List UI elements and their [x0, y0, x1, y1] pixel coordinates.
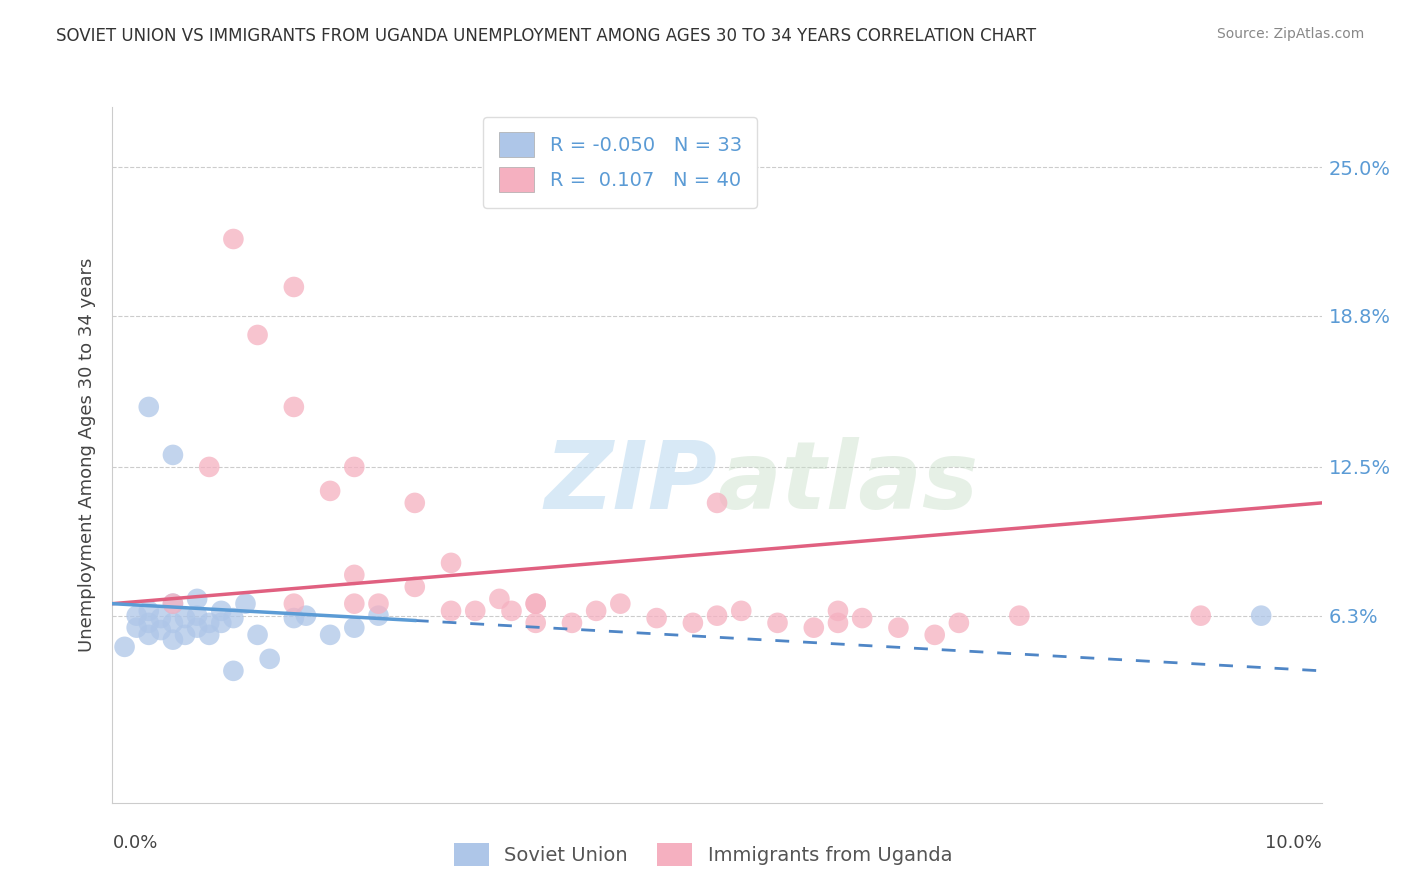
Point: [343, 597, 366, 611]
Point: [259, 652, 281, 666]
Point: [585, 604, 607, 618]
Point: [524, 615, 547, 630]
Point: [682, 615, 704, 630]
Point: [319, 628, 342, 642]
Point: [803, 621, 825, 635]
Point: [343, 567, 366, 582]
Point: [125, 621, 148, 635]
Text: Source: ZipAtlas.com: Source: ZipAtlas.com: [1216, 27, 1364, 41]
Point: [488, 591, 510, 606]
Point: [162, 448, 184, 462]
Point: [706, 608, 728, 623]
Point: [162, 597, 184, 611]
Point: [440, 604, 463, 618]
Point: [404, 580, 426, 594]
Point: [283, 597, 305, 611]
Point: [367, 597, 389, 611]
Point: [367, 608, 389, 623]
Point: [464, 604, 486, 618]
Point: [162, 597, 184, 611]
Point: [186, 608, 208, 623]
Point: [948, 615, 970, 630]
Point: [174, 611, 197, 625]
Point: [149, 611, 172, 625]
Point: [524, 597, 547, 611]
Point: [149, 623, 172, 637]
Point: [246, 328, 269, 343]
Point: [730, 604, 752, 618]
Point: [222, 611, 245, 625]
Point: [766, 615, 789, 630]
Point: [125, 608, 148, 623]
Point: [174, 628, 197, 642]
Point: [186, 591, 208, 606]
Legend: Soviet Union, Immigrants from Uganda: Soviet Union, Immigrants from Uganda: [446, 835, 960, 873]
Point: [198, 615, 221, 630]
Point: [609, 597, 631, 611]
Point: [138, 400, 160, 414]
Point: [1189, 608, 1212, 623]
Text: 0.0%: 0.0%: [112, 834, 157, 852]
Point: [404, 496, 426, 510]
Point: [343, 621, 366, 635]
Point: [198, 459, 221, 474]
Point: [524, 597, 547, 611]
Legend: R = -0.050   N = 33, R =  0.107   N = 40: R = -0.050 N = 33, R = 0.107 N = 40: [484, 117, 758, 208]
Point: [283, 280, 305, 294]
Text: SOVIET UNION VS IMMIGRANTS FROM UGANDA UNEMPLOYMENT AMONG AGES 30 TO 34 YEARS CO: SOVIET UNION VS IMMIGRANTS FROM UGANDA U…: [56, 27, 1036, 45]
Point: [162, 615, 184, 630]
Point: [246, 628, 269, 642]
Point: [319, 483, 342, 498]
Y-axis label: Unemployment Among Ages 30 to 34 years: Unemployment Among Ages 30 to 34 years: [77, 258, 96, 652]
Point: [209, 615, 232, 630]
Point: [887, 621, 910, 635]
Point: [209, 604, 232, 618]
Point: [827, 604, 849, 618]
Text: ZIP: ZIP: [544, 437, 717, 529]
Point: [1250, 608, 1272, 623]
Point: [138, 604, 160, 618]
Text: atlas: atlas: [717, 437, 979, 529]
Point: [222, 232, 245, 246]
Point: [645, 611, 668, 625]
Point: [1008, 608, 1031, 623]
Point: [283, 400, 305, 414]
Point: [851, 611, 873, 625]
Point: [138, 628, 160, 642]
Point: [706, 496, 728, 510]
Point: [440, 556, 463, 570]
Point: [283, 611, 305, 625]
Point: [561, 615, 583, 630]
Point: [198, 628, 221, 642]
Point: [827, 615, 849, 630]
Point: [138, 615, 160, 630]
Point: [924, 628, 946, 642]
Point: [186, 621, 208, 635]
Point: [114, 640, 136, 654]
Point: [162, 632, 184, 647]
Point: [501, 604, 523, 618]
Text: 10.0%: 10.0%: [1265, 834, 1322, 852]
Point: [343, 459, 366, 474]
Point: [222, 664, 245, 678]
Point: [295, 608, 318, 623]
Point: [235, 597, 257, 611]
